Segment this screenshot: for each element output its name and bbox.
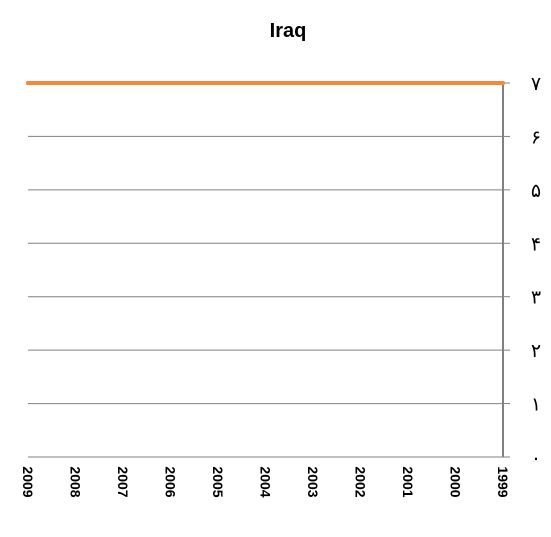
y-tick-label: ٢ [531,340,541,362]
data-point [263,81,268,85]
y-tick-label: ۵ [531,180,541,202]
y-tick-label: ٠ [531,447,541,469]
data-point [501,81,505,85]
x-tick-label: 2004 [258,466,274,497]
data-point [73,81,78,85]
data-point [121,81,125,85]
y-tick-labels: ٠ ١ ٢ ٣ ۴ ۵ ۶ ٧ [531,73,541,469]
x-tick-label: 2000 [448,466,464,497]
x-tick-label: 2001 [400,466,416,497]
series [26,81,505,85]
data-point [26,81,30,85]
x-tick-label: 2002 [353,466,369,497]
y-tick-label: ٣ [531,287,541,309]
data-point [453,81,458,85]
gridlines [28,82,503,405]
x-tick-label: 1999 [495,466,511,497]
data-point [406,81,410,85]
data-point [216,81,220,85]
y-tick-label: ۴ [531,233,541,255]
y-axis [28,82,510,458]
x-tick-label: 2005 [210,466,226,497]
y-tick-label: ۶ [531,126,541,148]
y-tick-label: ١ [531,394,541,416]
x-tick-label: 2003 [305,466,321,497]
data-point [311,81,315,85]
y-tick-label: ٧ [531,73,541,95]
x-tick-labels: 2009 2008 2007 2006 2005 2004 2003 2002 2001 2000… [20,466,511,497]
x-tick-label: 2008 [68,466,84,497]
x-tick-label: 2007 [115,466,131,497]
chart-title: Iraq [270,20,307,42]
data-point [168,81,173,85]
data-point [358,81,363,85]
x-tick-label: 2009 [20,466,36,497]
x-tick-label: 2006 [163,466,179,497]
